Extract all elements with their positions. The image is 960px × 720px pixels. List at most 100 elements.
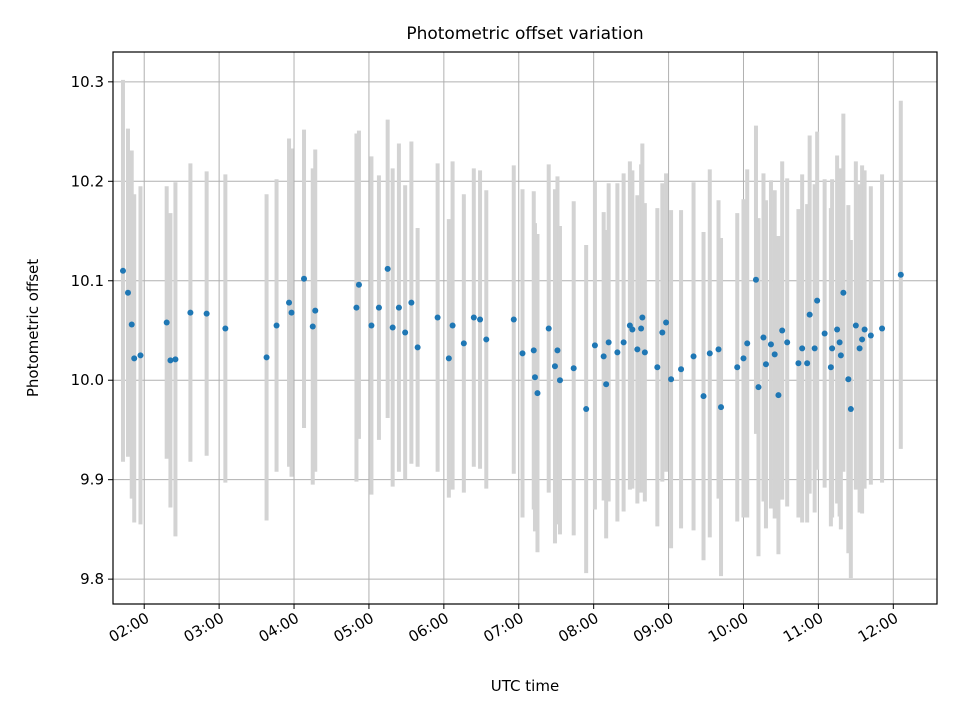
y-tick-label: 10.3 bbox=[71, 73, 104, 91]
data-point bbox=[755, 384, 762, 391]
data-point bbox=[172, 356, 179, 363]
data-point bbox=[583, 406, 590, 413]
data-point bbox=[603, 381, 610, 388]
data-point bbox=[718, 404, 725, 411]
x-axis-label: UTC time bbox=[491, 677, 559, 695]
data-point bbox=[690, 353, 697, 360]
data-point bbox=[470, 314, 477, 321]
data-point bbox=[856, 345, 863, 352]
data-point bbox=[668, 376, 675, 383]
data-point bbox=[395, 304, 402, 311]
data-point bbox=[740, 355, 747, 362]
data-point bbox=[861, 326, 868, 333]
data-point bbox=[477, 316, 484, 323]
data-point bbox=[570, 365, 577, 372]
data-point bbox=[556, 377, 563, 384]
data-point bbox=[678, 366, 685, 373]
data-point bbox=[715, 346, 722, 353]
data-point bbox=[286, 299, 293, 306]
data-point bbox=[531, 374, 538, 381]
data-point bbox=[137, 352, 144, 359]
data-point bbox=[445, 355, 452, 362]
data-point bbox=[449, 322, 456, 329]
data-point bbox=[799, 345, 806, 352]
data-point bbox=[389, 324, 396, 331]
data-point bbox=[897, 271, 904, 278]
data-point bbox=[767, 341, 774, 348]
data-point bbox=[402, 329, 409, 336]
data-point bbox=[795, 360, 802, 367]
y-tick-label: 10.0 bbox=[71, 371, 104, 389]
data-point bbox=[804, 360, 811, 367]
y-tick-label: 10.1 bbox=[71, 272, 104, 290]
data-point bbox=[821, 330, 828, 337]
data-point bbox=[734, 364, 741, 371]
data-point bbox=[530, 347, 537, 354]
data-point bbox=[545, 325, 552, 332]
data-point bbox=[829, 345, 836, 352]
data-point bbox=[811, 345, 818, 352]
data-point bbox=[551, 363, 558, 370]
data-point bbox=[614, 349, 621, 356]
data-point bbox=[771, 351, 778, 358]
data-point bbox=[591, 342, 598, 349]
data-point bbox=[847, 406, 854, 413]
data-point bbox=[519, 350, 526, 357]
data-point bbox=[368, 322, 375, 329]
data-point bbox=[128, 321, 135, 328]
data-point bbox=[639, 314, 646, 321]
data-point bbox=[273, 322, 280, 329]
data-point bbox=[752, 276, 759, 283]
data-point bbox=[744, 340, 751, 347]
data-point bbox=[460, 340, 467, 347]
data-point bbox=[659, 329, 666, 336]
data-point bbox=[124, 289, 131, 296]
data-point bbox=[263, 354, 270, 361]
data-point bbox=[554, 347, 561, 354]
data-point bbox=[867, 332, 874, 339]
data-point bbox=[203, 310, 210, 317]
data-point bbox=[510, 316, 517, 323]
data-point bbox=[834, 326, 841, 333]
data-point bbox=[408, 299, 415, 306]
data-point bbox=[187, 309, 194, 316]
data-point bbox=[845, 376, 852, 383]
data-point bbox=[375, 304, 382, 311]
data-point bbox=[706, 350, 713, 357]
data-point bbox=[700, 393, 707, 400]
data-point bbox=[814, 297, 821, 304]
data-point bbox=[414, 344, 421, 351]
data-point bbox=[775, 392, 782, 399]
data-point bbox=[483, 336, 490, 343]
y-tick-label: 9.9 bbox=[80, 471, 104, 489]
data-point bbox=[638, 325, 645, 332]
y-tick-label: 10.2 bbox=[71, 172, 104, 190]
data-point bbox=[119, 267, 126, 274]
data-point bbox=[434, 314, 441, 321]
data-points bbox=[119, 265, 904, 413]
data-point bbox=[641, 349, 648, 356]
data-point bbox=[760, 334, 767, 341]
plot-frame bbox=[112, 51, 938, 605]
data-point bbox=[806, 311, 813, 318]
data-point bbox=[353, 304, 360, 311]
data-point bbox=[288, 309, 295, 316]
chart-title: Photometric offset variation bbox=[406, 24, 643, 44]
data-point bbox=[852, 322, 859, 329]
data-point bbox=[840, 289, 847, 296]
data-point bbox=[879, 325, 886, 332]
data-point bbox=[534, 390, 541, 397]
data-point bbox=[836, 339, 843, 346]
data-point bbox=[629, 326, 636, 333]
data-point bbox=[654, 364, 661, 371]
data-point bbox=[605, 339, 612, 346]
y-axis-label: Photometric offset bbox=[24, 259, 42, 397]
data-point bbox=[309, 323, 316, 330]
data-point bbox=[784, 339, 791, 346]
y-axis-ticks: 9.8 9.9 10.0 10.1 10.2 10.3 bbox=[71, 73, 113, 588]
data-point bbox=[779, 327, 786, 334]
data-point bbox=[384, 265, 391, 272]
data-point bbox=[762, 361, 769, 368]
data-point bbox=[634, 346, 641, 353]
